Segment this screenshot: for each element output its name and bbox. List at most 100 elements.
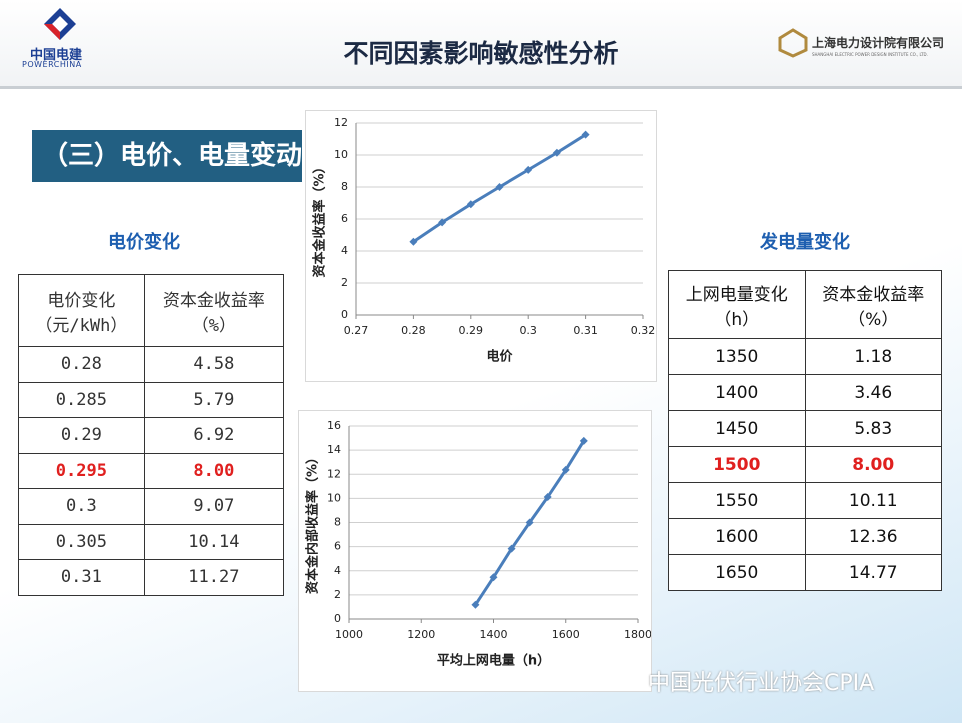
- table-row: 0.285 5.79: [18, 381, 285, 418]
- table-row: 0.3 9.07: [18, 488, 285, 525]
- x-tick-label: 0.32: [631, 324, 656, 337]
- header-line: （%）: [191, 315, 236, 336]
- marker: [409, 237, 418, 246]
- cell: 4.58: [143, 346, 285, 383]
- cell: 8.00: [804, 446, 942, 483]
- chart-box: 0 2 4 6 8 10 12 0.27 0.28 0.29 0.3 0.31 0.32 电价 资本金收益率…: [305, 110, 657, 382]
- marker: [524, 165, 533, 174]
- marker: [466, 200, 475, 209]
- x-tick-label: 0.31: [573, 324, 598, 337]
- x-axis-label: 平均上网电量（h）: [437, 653, 550, 669]
- cell: 1500: [668, 446, 806, 483]
- table: 上网电量变化 （h） 资本金收益率 （%） 1350 1.18 1400 3.46 1450 5.…: [668, 270, 942, 591]
- y-tick-label: 8: [334, 516, 341, 529]
- table-title: 发电量变化: [760, 232, 850, 253]
- table-row: 0.29 6.92: [18, 417, 285, 454]
- cell: 1.18: [804, 338, 942, 375]
- x-tick-label: 1000: [335, 628, 363, 641]
- table-row: 1650 14.77: [668, 554, 942, 591]
- cell: 1450: [668, 410, 806, 447]
- x-tick-label: 1400: [480, 628, 508, 641]
- cell: 0.285: [18, 381, 145, 418]
- table-row: 1550 10.11: [668, 482, 942, 519]
- watermark: 中国光伏行业协会CPIA: [648, 671, 875, 696]
- cell: 5.83: [804, 410, 942, 447]
- header-line: 资本金收益率: [162, 290, 265, 311]
- cell: 14.77: [804, 554, 942, 591]
- table-row: 1600 12.36: [668, 518, 942, 555]
- header-line: 电价变化: [47, 290, 116, 311]
- y-tick-label: 12: [327, 467, 341, 480]
- header-bar: [0, 0, 962, 89]
- marker: [495, 183, 504, 191]
- table-row: 1350 1.18: [668, 338, 942, 375]
- y-tick-label: 16: [327, 419, 341, 432]
- x-tick-label: 0.3: [519, 324, 537, 337]
- table-title: 电价变化: [108, 232, 180, 253]
- y-tick-label: 10: [327, 491, 341, 504]
- company-en: SHANGHAI ELECTRIC POWER DESIGN INSTITUTE…: [812, 52, 928, 57]
- header-line: （h）: [714, 309, 760, 330]
- header-cell: 资本金收益率 （%）: [143, 274, 285, 347]
- y-tick-label: 6: [334, 540, 341, 553]
- y-tick-label: 2: [341, 276, 348, 289]
- section-title: （三）电价、电量变动: [32, 130, 302, 182]
- header-cell: 资本金收益率 （%）: [804, 270, 942, 339]
- logo-text: 中国电建: [30, 48, 83, 63]
- chart: 0 2 4 6 8 10 12 0.27 0.28 0.29 0.3 0.31 0.32 电价 资本金收益率…: [312, 116, 656, 365]
- cell: 12.36: [804, 518, 942, 555]
- logo-icon: [44, 8, 76, 40]
- logo-en: POWERCHINA: [22, 60, 82, 69]
- y-tick-label: 4: [334, 564, 341, 577]
- marker: [438, 218, 447, 227]
- y-tick-label: 10: [334, 148, 348, 161]
- table-row: 1450 5.83: [668, 410, 942, 447]
- table-row: 0.305 10.14: [18, 523, 285, 560]
- chart: 0 2 4 6 8 10 12 14 16 1000 1200 1400 1600 1800 平均上网电量（…: [305, 419, 653, 669]
- cell: 10.14: [143, 523, 285, 560]
- header-line: 上网电量变化: [685, 284, 788, 305]
- table-row: 1400 3.46: [668, 374, 942, 411]
- y-tick-label: 0: [334, 612, 341, 625]
- cell: 11.27: [143, 559, 285, 596]
- marker: [543, 493, 552, 502]
- cell: 0.295: [18, 452, 145, 489]
- table-row: 0.295 8.00: [18, 452, 285, 489]
- table-row: 1500 8.00: [668, 446, 942, 483]
- marker: [579, 436, 588, 445]
- chart-box: 0 2 4 6 8 10 12 14 16 1000 1200 1400 1600 1800 平均上网电量（…: [298, 410, 652, 692]
- header-row: 上网电量变化 （h） 资本金收益率 （%）: [668, 270, 942, 339]
- cell: 5.79: [143, 381, 285, 418]
- cell: 1350: [668, 338, 806, 375]
- marker: [471, 600, 480, 609]
- cell: 0.28: [18, 346, 145, 383]
- cell: 1550: [668, 482, 806, 519]
- x-axis-label: 电价: [486, 349, 513, 365]
- cell: 1600: [668, 518, 806, 555]
- header-cell: 上网电量变化 （h）: [668, 270, 806, 339]
- y-tick-label: 4: [341, 244, 348, 257]
- table-row: 0.28 4.58: [18, 346, 285, 383]
- cell: 1400: [668, 374, 806, 411]
- y-axis-label: 资本金收益率（%）: [312, 160, 328, 277]
- marker: [525, 518, 534, 527]
- x-tick-label: 0.29: [459, 324, 484, 337]
- header-cell: 电价变化 （元/kWh）: [18, 274, 145, 347]
- x-tick-label: 1600: [552, 628, 580, 641]
- table: 电价变化 （元/kWh） 资本金收益率 （%） 0.28 4.58 0.285 5.79 0.2…: [18, 274, 285, 596]
- cell: 6.92: [143, 417, 285, 454]
- y-tick-label: 8: [341, 180, 348, 193]
- cell: 0.31: [18, 559, 145, 596]
- y-tick-label: 14: [327, 443, 341, 456]
- table-row: 0.31 11.27: [18, 559, 285, 596]
- cell: 8.00: [143, 452, 285, 489]
- y-axis-label: 资本金内部收益率（%）: [305, 451, 321, 594]
- x-tick-label: 1800: [624, 628, 651, 641]
- x-tick-label: 1200: [407, 628, 435, 641]
- header-line: （%）: [848, 309, 899, 330]
- header-row: 电价变化 （元/kWh） 资本金收益率 （%）: [18, 274, 285, 347]
- marker: [489, 573, 498, 582]
- y-tick-label: 12: [334, 116, 348, 129]
- y-tick-label: 6: [341, 212, 348, 225]
- marker: [561, 465, 570, 474]
